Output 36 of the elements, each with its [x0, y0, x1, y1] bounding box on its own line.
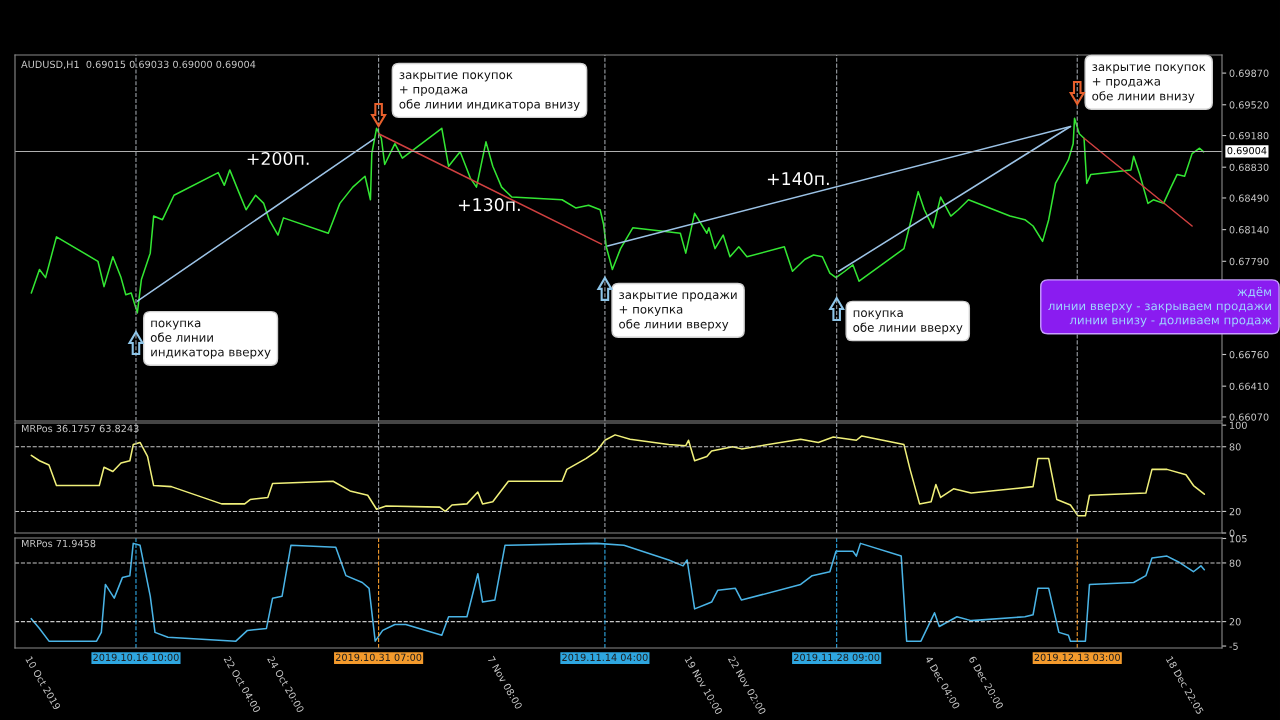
ref-line-label: 2019.11.28 09:00: [793, 653, 880, 662]
y-tick-label: 100: [1230, 421, 1247, 429]
y-tick-label: 0.69180: [1229, 132, 1269, 140]
y-tick-label: 0.67790: [1229, 257, 1269, 266]
y-tick-label: 0.68830: [1229, 163, 1269, 172]
ref-line-label: 2019.10.31 07:00: [335, 653, 422, 662]
y-tick-label: 0.66070: [1229, 413, 1269, 421]
y-tick-label: 0.69520: [1229, 101, 1269, 109]
y-tick-label: 105: [1230, 534, 1247, 543]
annotation: ждём линии вверху - закрываем продажи линии внизу - доливаем продаж: [1048, 287, 1272, 327]
y-tick-label: 0.68490: [1229, 194, 1269, 202]
annotation: покупка обе линии индикатора вверху: [150, 320, 271, 359]
y-tick-label: 0.66410: [1229, 382, 1269, 390]
ref-line-label: 2019.11.14 04:00: [562, 653, 648, 662]
y-tick-label: 20: [1229, 507, 1241, 516]
annotation: закрытие продажи + покупка обе линии вверху: [619, 292, 737, 331]
annotation: покупка обе линии вверху: [853, 310, 963, 335]
annotation: +130п.: [458, 198, 520, 212]
ref-line-label: 0.69004: [1227, 146, 1267, 155]
text: AUDUSD,H1 0.69015 0.69033 0.69000 0.69004: [21, 60, 256, 70]
y-tick-label: 0.68140: [1229, 226, 1269, 234]
y-tick-label: -5: [1229, 642, 1238, 650]
y-tick-label: 20: [1229, 618, 1241, 626]
annotation: закрытие покупок + продажа обе линии индикатора внизу: [399, 72, 580, 111]
annotation: закрытие покупок + продажа обе линии внизу: [1092, 64, 1206, 103]
annotation: +200п.: [247, 151, 309, 166]
y-tick-label: 80: [1229, 443, 1241, 451]
annotation: +140п.: [767, 172, 829, 186]
chart-title: MRPos 71.9458: [21, 539, 96, 548]
ref-line-label: 2019.12.13 03:00: [1034, 653, 1120, 662]
chart-title: MRPos 36.1757 63.8243: [21, 424, 139, 433]
y-tick-label: 80: [1229, 559, 1241, 567]
y-tick-label: 0.69870: [1229, 69, 1269, 77]
y-tick-label: 0: [1229, 529, 1235, 537]
y-tick-label: 0.66760: [1229, 350, 1269, 359]
ref-line-label: 2019.10.16 10:00: [93, 653, 179, 662]
